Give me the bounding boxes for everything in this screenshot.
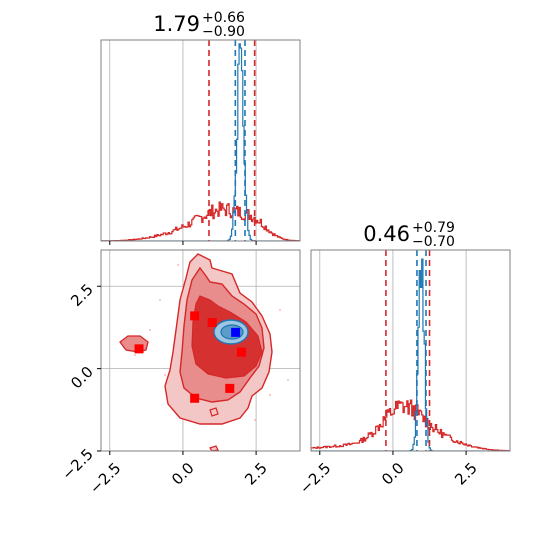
hist-1-red-histogram <box>101 201 300 241</box>
hist-1-quantile-lines <box>208 40 256 241</box>
x-tick-label: 2.5 <box>241 459 271 489</box>
red-square-marker <box>190 311 200 321</box>
contour-bottom-blob <box>209 445 219 451</box>
scatter-panel <box>100 249 301 452</box>
faint-dot <box>134 354 136 356</box>
y-tick-label: 2.5 <box>67 280 97 310</box>
faint-dot <box>159 299 161 301</box>
faint-dot <box>149 329 151 331</box>
red-square-marker <box>236 347 246 357</box>
hist-2-quantile-lines <box>385 250 431 451</box>
red-square-marker <box>134 344 144 354</box>
red-square-marker <box>225 383 235 393</box>
hist-1-grid <box>109 40 257 241</box>
contour-blue <box>213 319 249 345</box>
x-tick-label: 0.0 <box>168 459 198 489</box>
faint-dot <box>269 394 271 396</box>
red-square-marker <box>190 393 200 403</box>
y-tick-label: −2.5 <box>58 445 96 483</box>
x-tick-label: −2.5 <box>86 459 124 497</box>
hist-2-grid <box>319 250 467 451</box>
faint-dot <box>254 419 256 421</box>
hist-1-title-plus: +0.66 <box>202 10 245 26</box>
hist-panel-2 <box>310 249 511 452</box>
x-tick-label: −2.5 <box>296 459 334 497</box>
scatter-markers <box>134 311 246 403</box>
y-tick-label: 0.0 <box>67 363 97 393</box>
hist-2-red-histogram <box>311 399 510 451</box>
hist-2-title-plus: +0.79 <box>412 220 455 236</box>
hist-2-title-median: 0.46 <box>363 222 410 246</box>
faint-dot <box>279 309 281 311</box>
faint-dot <box>287 379 289 381</box>
contour-island <box>119 335 149 353</box>
hist-1-title: 1.79 +0.66 −0.90 <box>153 10 245 40</box>
blue-square-marker <box>231 327 241 337</box>
hist-1-blue-histogram <box>101 43 300 241</box>
x-tick-label: 0.0 <box>378 459 408 489</box>
hist-2-title-minus: −0.70 <box>412 234 455 250</box>
scatter-frame <box>100 249 301 452</box>
hist-panel-1 <box>100 39 301 242</box>
faint-dot <box>177 264 179 266</box>
hist-1-title-median: 1.79 <box>153 12 200 36</box>
contour-side-blob <box>209 407 219 417</box>
x-tick-label: 2.5 <box>451 459 481 489</box>
faint-dot <box>164 374 166 376</box>
hist-2-blue-histogram <box>311 258 510 451</box>
hist-2-title: 0.46 +0.79 −0.70 <box>363 220 455 250</box>
hist-2-frame <box>310 249 511 452</box>
hist-1-title-minus: −0.90 <box>202 24 245 40</box>
hist-1-frame <box>100 39 301 242</box>
red-square-marker <box>207 317 217 327</box>
